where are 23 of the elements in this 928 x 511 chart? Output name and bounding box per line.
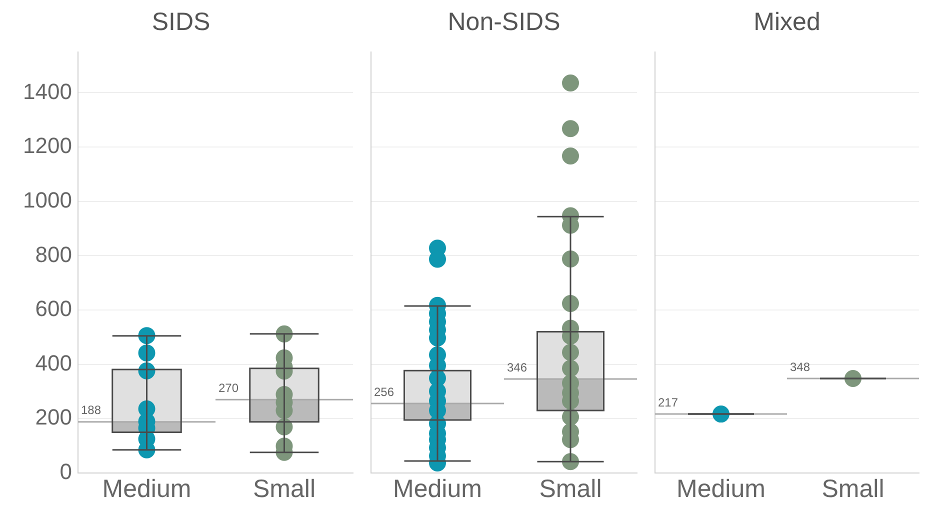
annotation: 348 [790,360,810,374]
annotation: 270 [218,380,239,395]
y-tick-label: 1000 [23,187,72,212]
y-tick-label: 1400 [23,78,72,104]
y-tick-label: 400 [35,350,72,376]
annotation: 217 [658,395,678,410]
x-tick-label: Small [252,474,316,503]
y-tick-label: 200 [35,404,72,430]
x-tick-label: Medium [102,474,192,503]
x-tick-label: Medium [393,474,482,503]
y-tick-label: 600 [35,296,72,322]
y-tick-label: 800 [35,242,72,267]
x-tick-label: Small [539,474,602,503]
chart-title: Mixed [754,8,820,36]
chart-title: Non-SIDS [448,8,560,36]
y-tick-label: 1200 [23,133,72,158]
annotation: 188 [81,403,102,418]
x-tick-label: Medium [676,474,766,503]
x-tick-label: Small [822,474,884,503]
chart-title: SIDS [152,8,210,36]
y-tick-label: 0 [60,459,72,484]
annotation: 256 [374,384,394,399]
annotation: 346 [507,360,528,374]
